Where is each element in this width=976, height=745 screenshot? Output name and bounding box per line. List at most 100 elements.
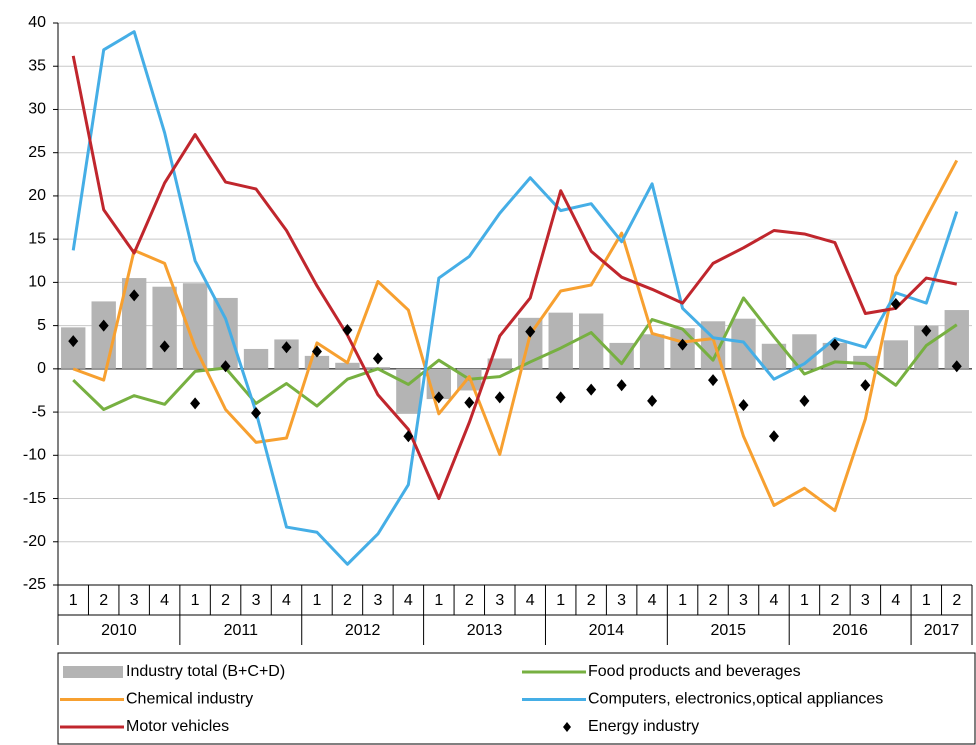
- marker: [159, 340, 170, 353]
- bar: [944, 310, 969, 369]
- x-tick-label: 1: [191, 592, 200, 609]
- y-tick-label: 40: [28, 14, 46, 31]
- marker: [251, 406, 262, 419]
- marker: [525, 325, 536, 338]
- year-label: 2017: [924, 622, 960, 639]
- year-label: 2013: [467, 622, 503, 639]
- y-tick-label: 35: [28, 57, 46, 74]
- bar: [61, 327, 86, 369]
- bar: [487, 358, 512, 369]
- line: [72, 296, 958, 411]
- x-tick-label: 4: [526, 592, 535, 609]
- bar: [548, 312, 573, 369]
- legend-label: Industry total (B+C+D): [126, 663, 285, 680]
- marker: [647, 394, 658, 407]
- x-tick-label: 2: [465, 592, 474, 609]
- bar: [213, 297, 238, 369]
- legend-label: Energy industry: [588, 718, 699, 735]
- x-tick-label: 3: [739, 592, 748, 609]
- x-tick-label: 1: [556, 592, 565, 609]
- marker: [68, 335, 79, 348]
- y-tick-label: -15: [23, 490, 46, 507]
- x-tick-label: 1: [922, 592, 931, 609]
- x-tick-label: 4: [770, 592, 779, 609]
- y-tick-label: 30: [28, 101, 46, 118]
- marker: [494, 391, 505, 404]
- marker: [433, 391, 444, 404]
- x-tick-label: 3: [373, 592, 382, 609]
- legend-label: Motor vehicles: [126, 718, 229, 735]
- x-tick-label: 2: [952, 592, 961, 609]
- x-tick-label: 4: [160, 592, 169, 609]
- marker: [616, 379, 627, 392]
- x-tick-label: 2: [343, 592, 352, 609]
- marker: [829, 338, 840, 351]
- legend-swatch: [563, 722, 571, 732]
- marker: [403, 430, 414, 443]
- marker: [281, 341, 292, 354]
- marker: [951, 360, 962, 373]
- x-tick-label: 3: [130, 592, 139, 609]
- y-tick-label: -10: [23, 447, 46, 464]
- y-tick-label: -25: [23, 576, 46, 593]
- x-tick-label: 3: [495, 592, 504, 609]
- x-tick-label: 3: [861, 592, 870, 609]
- bar: [396, 368, 421, 414]
- marker: [311, 345, 322, 358]
- y-tick-label: 20: [28, 187, 46, 204]
- x-tick-label: 1: [678, 592, 687, 609]
- x-tick-label: 4: [648, 592, 657, 609]
- legend-label: Chemical industry: [126, 691, 253, 708]
- marker: [129, 289, 140, 302]
- y-tick-label: 25: [28, 144, 46, 161]
- marker: [890, 298, 901, 310]
- x-tick-label: 2: [709, 592, 718, 609]
- year-label: 2012: [345, 622, 381, 639]
- y-tick-label: -20: [23, 533, 46, 550]
- x-tick-label: 2: [99, 592, 108, 609]
- bar: [883, 340, 909, 369]
- marker: [372, 352, 383, 365]
- x-tick-label: 4: [282, 592, 291, 609]
- marker: [190, 397, 201, 410]
- x-tick-label: 4: [404, 592, 413, 609]
- y-tick-label: 5: [37, 317, 46, 334]
- marker: [464, 396, 475, 409]
- marker: [586, 383, 597, 396]
- marker: [860, 379, 871, 392]
- x-tick-label: 2: [587, 592, 596, 609]
- marker: [708, 374, 719, 387]
- legend-label: Computers, electronics,optical appliance…: [588, 691, 883, 708]
- y-tick-label: 15: [28, 230, 46, 247]
- legend-label: Food products and beverages: [588, 663, 801, 680]
- marker: [98, 319, 109, 332]
- marker: [677, 338, 688, 351]
- bar: [243, 348, 269, 369]
- x-tick-label: 3: [617, 592, 626, 609]
- x-tick-label: 4: [891, 592, 900, 609]
- legend-box: [57, 652, 976, 745]
- y-tick-label: 0: [37, 360, 46, 377]
- bar: [91, 301, 116, 369]
- year-label: 2010: [101, 622, 137, 639]
- line: [72, 159, 959, 513]
- year-label: 2014: [589, 622, 625, 639]
- x-tick-label: 2: [221, 592, 230, 609]
- line: [71, 30, 959, 566]
- y-tick-label: -5: [32, 403, 46, 420]
- year-label: 2015: [710, 622, 746, 639]
- marker: [921, 324, 932, 337]
- x-tick-label: 1: [800, 592, 809, 609]
- legend-swatch: [63, 666, 123, 678]
- line: [71, 55, 958, 501]
- bar: [152, 286, 177, 369]
- marker: [342, 323, 353, 336]
- y-tick-label: 10: [28, 274, 46, 291]
- x-tick-label: 1: [434, 592, 443, 609]
- marker: [799, 394, 810, 407]
- year-label: 2016: [832, 622, 868, 639]
- bar: [639, 334, 665, 369]
- year-label: 2011: [224, 622, 259, 639]
- marker: [768, 430, 779, 443]
